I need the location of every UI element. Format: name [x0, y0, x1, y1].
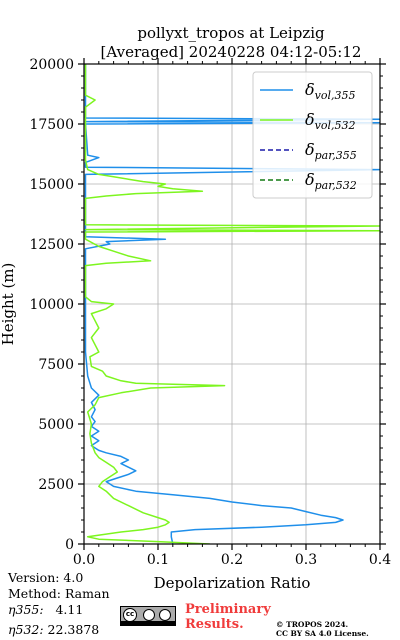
x-tick-label-1: 0.1 — [147, 552, 169, 568]
y-tick-label-6: 15000 — [29, 177, 74, 193]
preliminary-text: Preliminary — [185, 602, 271, 617]
version-text: Version: 4.0 — [8, 570, 84, 585]
cc-by-icon — [143, 609, 155, 621]
y-tick-label-7: 17500 — [29, 117, 74, 133]
eta532-label: η532: — [8, 622, 44, 637]
eta532-value: 22.3878 — [47, 622, 100, 637]
cc-strip — [121, 621, 175, 625]
results-text: Results. — [185, 617, 244, 632]
copyright-notice: © TROPOS 2024. CC BY SA 4.0 License. — [276, 620, 369, 638]
series-vol355-line — [84, 64, 380, 544]
x-tick-label-0: 0.0 — [73, 552, 95, 568]
legend-label-3: δpar,532 — [305, 170, 357, 192]
y-tick-label-2: 5000 — [38, 417, 74, 433]
y-axis-label: Height (m) — [0, 263, 17, 346]
eta355-label: η355: — [8, 602, 44, 617]
chart-title-line2: [Averaged] 20240228 04:12-05:12 — [101, 43, 362, 61]
plot-area — [84, 64, 380, 544]
legend: δvol,355 δvol,532 δpar,355 δpar,532 — [252, 71, 373, 199]
legend-label-2: δpar,355 — [305, 140, 357, 162]
copyright-line1: © TROPOS 2024. — [276, 620, 349, 629]
cc-sa-icon — [159, 609, 171, 621]
x-tick-label-3: 0.3 — [295, 552, 317, 568]
x-axis-label: Depolarization Ratio — [154, 574, 311, 592]
y-tick-label-8: 20000 — [29, 57, 74, 73]
method-text: Method: Raman — [8, 586, 110, 601]
eta355-value: 4.11 — [55, 602, 84, 617]
eta532-row: η532: 22.3878 — [8, 622, 99, 637]
x-tick-label-2: 0.2 — [221, 552, 243, 568]
depolarization-chart: pollyxt_tropos at Leipzig [Averaged] 202… — [0, 24, 391, 592]
y-tick-label-3: 7500 — [38, 357, 74, 373]
y-tick-label-5: 12500 — [29, 237, 74, 253]
legend-label-0: δvol,355 — [305, 80, 356, 102]
cc-license-icon: cc — [120, 606, 176, 626]
series-vol532-line — [84, 64, 380, 544]
copyright-line2: CC BY SA 4.0 License. — [276, 629, 369, 638]
legend-label-1: δvol,532 — [305, 110, 356, 132]
y-tick-label-1: 2500 — [38, 477, 74, 493]
chart-title-line1: pollyxt_tropos at Leipzig — [137, 24, 325, 42]
cc-circle-icon: cc — [123, 608, 137, 622]
eta355-row: η355: 4.11 — [8, 602, 83, 617]
y-tick-label-0: 0 — [65, 537, 74, 553]
x-tick-label-4: 0.4 — [369, 552, 391, 568]
y-tick-label-4: 10000 — [29, 297, 74, 313]
preliminary-results: Preliminary Results. — [185, 602, 271, 632]
axes: 0.0 0.1 0.2 0.3 0.4 0 2500 5000 7500 10000 12500 15… — [29, 57, 391, 568]
legend-box — [252, 71, 373, 199]
